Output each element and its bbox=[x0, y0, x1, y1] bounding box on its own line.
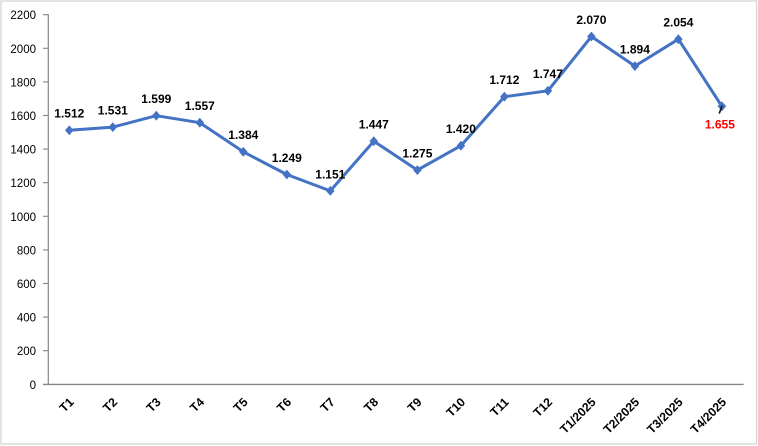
svg-text:2200: 2200 bbox=[10, 10, 36, 22]
svg-text:1600: 1600 bbox=[10, 111, 36, 123]
svg-text:1.557: 1.557 bbox=[185, 99, 215, 113]
svg-text:2000: 2000 bbox=[10, 44, 36, 56]
svg-text:600: 600 bbox=[17, 279, 36, 291]
svg-text:1.420: 1.420 bbox=[446, 122, 476, 136]
svg-text:2.054: 2.054 bbox=[663, 16, 693, 30]
svg-text:1000: 1000 bbox=[10, 212, 36, 224]
svg-text:1.512: 1.512 bbox=[54, 107, 84, 121]
svg-text:1.655: 1.655 bbox=[705, 117, 735, 131]
svg-text:0: 0 bbox=[30, 380, 36, 392]
svg-text:800: 800 bbox=[17, 245, 36, 257]
svg-text:1.447: 1.447 bbox=[359, 118, 389, 132]
svg-text:2.070: 2.070 bbox=[576, 13, 606, 27]
svg-text:1.599: 1.599 bbox=[141, 92, 171, 106]
svg-text:200: 200 bbox=[17, 346, 36, 358]
svg-text:1.712: 1.712 bbox=[489, 73, 519, 87]
svg-text:1.249: 1.249 bbox=[272, 151, 302, 165]
svg-text:1200: 1200 bbox=[10, 178, 36, 190]
svg-text:1.747: 1.747 bbox=[533, 67, 563, 81]
svg-text:1800: 1800 bbox=[10, 77, 36, 89]
svg-text:1.384: 1.384 bbox=[228, 128, 258, 142]
svg-text:1400: 1400 bbox=[10, 145, 36, 157]
svg-text:1.894: 1.894 bbox=[620, 43, 650, 57]
svg-text:400: 400 bbox=[17, 313, 36, 325]
svg-text:1.151: 1.151 bbox=[315, 167, 345, 181]
svg-text:1.275: 1.275 bbox=[402, 147, 432, 161]
svg-text:1.531: 1.531 bbox=[98, 104, 128, 118]
